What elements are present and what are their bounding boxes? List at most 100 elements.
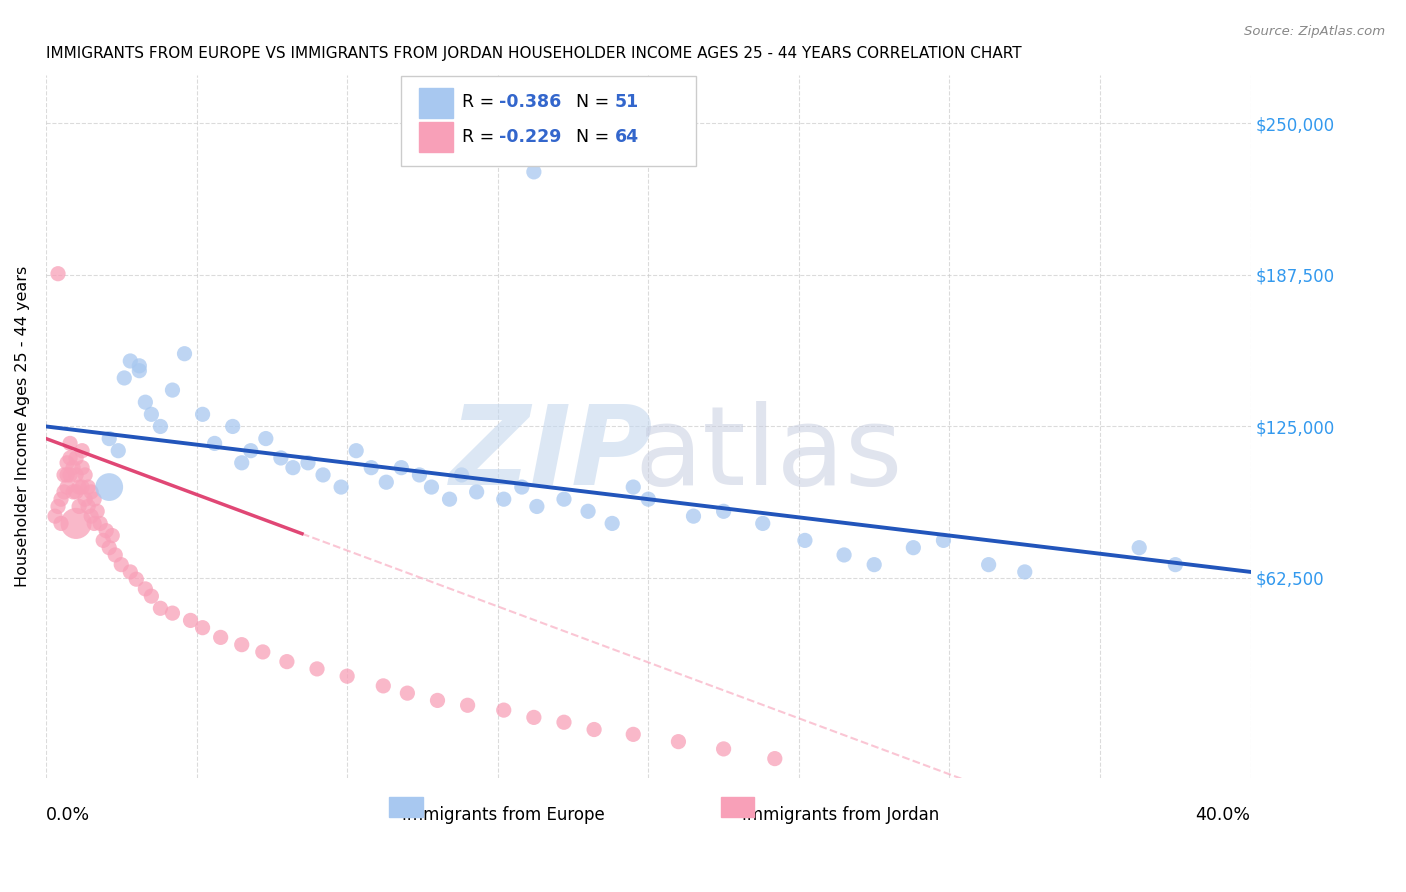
Text: Source: ZipAtlas.com: Source: ZipAtlas.com (1244, 25, 1385, 38)
Point (62, 484, 84, 499)
Point (89, 516, 111, 531)
Point (254, 432, 277, 446)
Point (128, 359, 150, 373)
Point (104, 548, 127, 562)
Point (492, 492, 515, 507)
Text: 51: 51 (614, 94, 638, 112)
Point (526, 500, 548, 514)
Point (134, 395, 156, 409)
Point (101, 528, 124, 542)
Text: 40.0%: 40.0% (1195, 806, 1251, 824)
Point (396, 686, 419, 700)
Point (86, 504, 108, 518)
Text: 0.0%: 0.0% (46, 806, 90, 824)
Point (162, 606, 184, 620)
Point (110, 558, 132, 572)
Point (125, 572, 148, 586)
Point (120, 565, 142, 579)
Text: atlas: atlas (634, 401, 903, 508)
Point (523, 165, 546, 179)
Point (305, 662, 328, 676)
Point (70, 480, 93, 494)
Point (231, 638, 253, 652)
Point (576, 504, 599, 518)
Point (98, 541, 121, 555)
Point (312, 467, 335, 482)
Point (553, 492, 575, 507)
Point (204, 436, 226, 450)
Y-axis label: Householder Income Ages 25 - 44 years: Householder Income Ages 25 - 44 years (15, 266, 30, 587)
Point (46, 500, 69, 514)
FancyBboxPatch shape (401, 77, 696, 166)
Point (621, 727, 644, 741)
Bar (389, 797, 423, 817)
Point (191, 407, 214, 421)
Point (553, 715, 575, 730)
Point (180, 614, 202, 628)
Point (83, 492, 105, 507)
Point (297, 456, 319, 470)
Point (70, 460, 93, 475)
Point (65, 516, 87, 531)
Point (373, 679, 395, 693)
Point (44, 509, 66, 524)
Text: N =: N = (576, 128, 614, 145)
Bar (419, 122, 453, 152)
Point (270, 450, 292, 465)
Point (75, 492, 97, 507)
Text: -0.386: -0.386 (499, 94, 561, 112)
Point (141, 589, 163, 603)
Point (59, 450, 82, 465)
Point (67, 480, 90, 494)
Point (239, 443, 262, 458)
Point (457, 698, 479, 713)
Point (751, 516, 773, 531)
Point (344, 443, 367, 458)
Point (450, 467, 472, 482)
Point (65, 484, 87, 499)
Point (80, 484, 103, 499)
Point (510, 480, 533, 494)
Point (98, 432, 121, 446)
Point (863, 558, 886, 572)
Point (1014, 565, 1036, 579)
Point (191, 621, 214, 635)
Point (360, 460, 382, 475)
Point (149, 419, 172, 434)
Point (46, 267, 69, 281)
Point (439, 492, 461, 507)
Point (96, 524, 118, 538)
Point (1128, 541, 1150, 555)
Point (91, 533, 114, 548)
Point (141, 407, 163, 421)
Bar (419, 88, 453, 118)
Point (77, 480, 100, 494)
Point (600, 516, 623, 531)
Point (977, 558, 1000, 572)
Point (112, 371, 135, 385)
Text: R =: R = (461, 94, 499, 112)
Point (621, 480, 644, 494)
Point (713, 742, 735, 756)
Point (231, 456, 253, 470)
Point (330, 480, 353, 494)
Point (682, 509, 704, 524)
Point (637, 492, 659, 507)
Point (173, 347, 195, 361)
Point (56, 456, 79, 470)
Point (793, 533, 815, 548)
Point (70, 443, 93, 458)
Point (75, 467, 97, 482)
Point (134, 582, 156, 596)
Point (65, 450, 87, 465)
Point (668, 734, 690, 748)
Point (59, 467, 82, 482)
Point (67, 500, 90, 514)
Point (62, 460, 84, 475)
Point (56, 467, 79, 482)
Point (426, 693, 449, 707)
Point (1164, 558, 1187, 572)
Point (53, 467, 76, 482)
Point (49, 516, 72, 531)
Text: IMMIGRANTS FROM EUROPE VS IMMIGRANTS FROM JORDAN HOUSEHOLDER INCOME AGES 25 - 44: IMMIGRANTS FROM EUROPE VS IMMIGRANTS FRO… (46, 46, 1022, 62)
